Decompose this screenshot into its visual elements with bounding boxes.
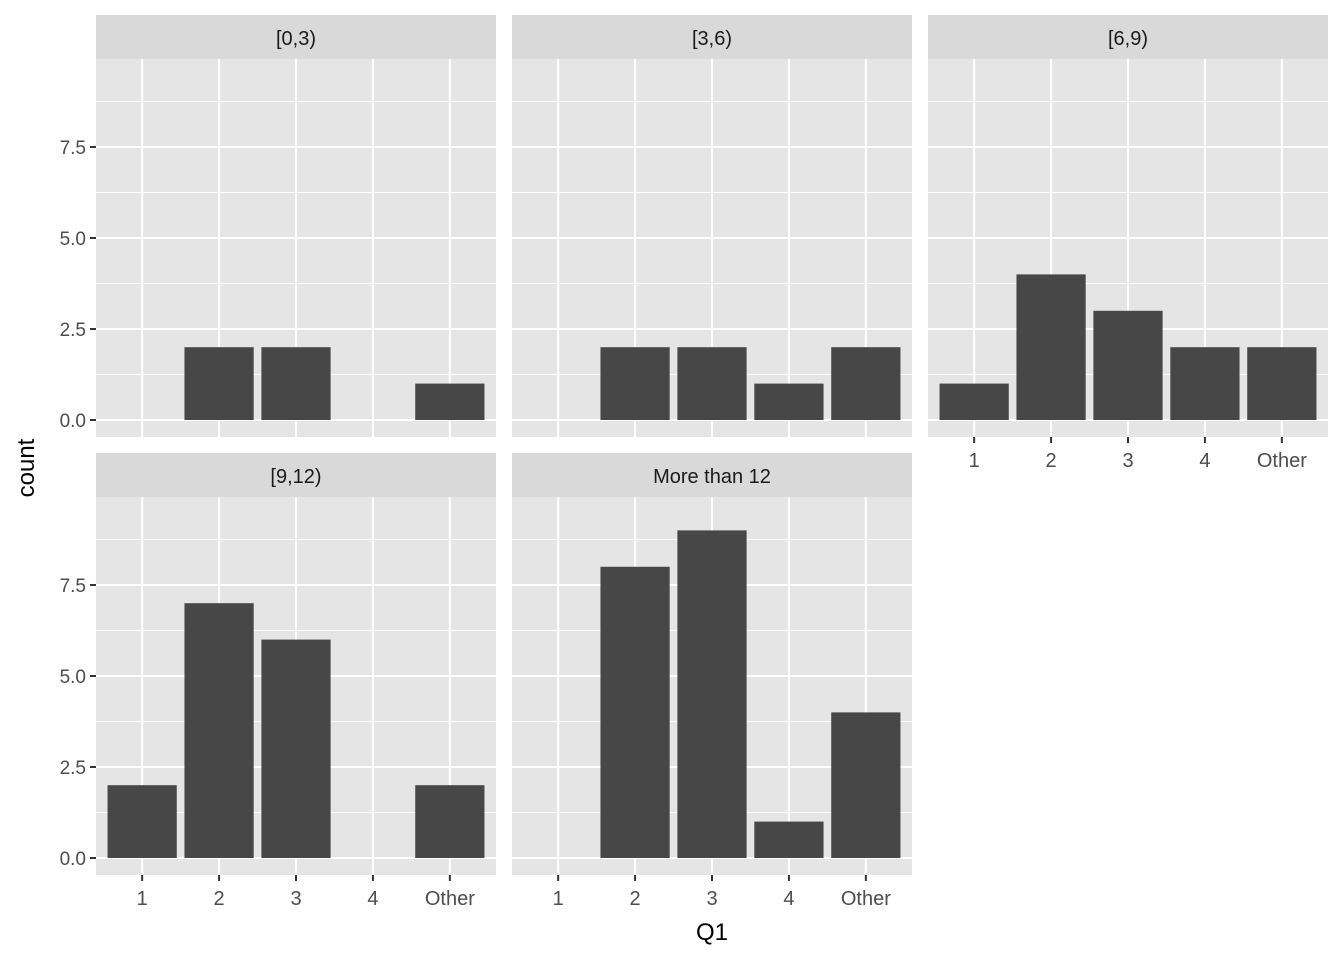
- bar: [939, 383, 1009, 420]
- x-tick-label: Other: [425, 888, 475, 910]
- facet-panel: [9,12) 0.0 2.5 5.0 7.5 1 2 3 4 Other: [60, 453, 496, 910]
- x-tick-label: 3: [290, 888, 301, 910]
- bar: [107, 785, 177, 858]
- bar: [184, 603, 254, 858]
- facet-strip: [928, 15, 1328, 59]
- bar: [600, 347, 670, 420]
- x-tick-label: Other: [841, 888, 891, 910]
- x-tick-label: 1: [969, 450, 980, 472]
- facet-strip-label: [9,12): [270, 466, 321, 488]
- bar: [600, 566, 670, 858]
- y-tick-label: 7.5: [60, 576, 86, 597]
- x-tick-label: 2: [214, 888, 225, 910]
- x-tick-label: 3: [1122, 450, 1133, 472]
- y-tick-label: 0.0: [60, 411, 86, 432]
- x-tick-label: Other: [1257, 450, 1307, 472]
- x-axis-title: Q1: [696, 919, 728, 946]
- facet-panel: [6,9) 1 2 3 4 Other: [928, 15, 1328, 472]
- bar: [677, 347, 747, 420]
- y-tick-label: 0.0: [60, 849, 86, 870]
- y-tick-label: 5.0: [60, 667, 86, 688]
- bar: [261, 347, 331, 420]
- bar: [831, 347, 901, 420]
- y-axis-title: count: [13, 438, 40, 497]
- x-tick-label: 1: [553, 888, 564, 910]
- bar: [831, 712, 901, 858]
- bar: [1247, 347, 1317, 420]
- bar: [415, 383, 485, 420]
- bar: [754, 821, 824, 858]
- x-tick-label: 4: [783, 888, 794, 910]
- bar: [677, 530, 747, 858]
- bar: [261, 639, 331, 858]
- facet-strip-label: [0,3): [276, 28, 316, 50]
- bar: [754, 383, 824, 420]
- facet-strip: [96, 453, 496, 497]
- y-tick-label: 2.5: [60, 758, 86, 779]
- facet-strip-label: [3,6): [692, 28, 732, 50]
- x-tick-label: 4: [1199, 450, 1210, 472]
- facet-panel: [0,3) 0.0 2.5 5.0 7.5: [60, 15, 496, 437]
- facet-panel: [3,6): [512, 15, 912, 437]
- x-tick-label: 1: [137, 888, 148, 910]
- bar: [1016, 274, 1086, 420]
- bar: [184, 347, 254, 420]
- facet-strip-label: [6,9): [1108, 28, 1148, 50]
- facet-strip-label: More than 12: [653, 466, 771, 488]
- x-tick-label: 2: [630, 888, 641, 910]
- x-tick-label: 2: [1046, 450, 1057, 472]
- facet-strip: [96, 15, 496, 59]
- bar: [1170, 347, 1240, 420]
- facet-panel: More than 12 1 2 3 4 Other: [512, 453, 912, 910]
- bar: [415, 785, 485, 858]
- y-tick-label: 2.5: [60, 320, 86, 341]
- x-tick-label: 3: [706, 888, 717, 910]
- facet-strip: [512, 15, 912, 59]
- y-tick-label: 5.0: [60, 229, 86, 250]
- facet-strip: [512, 453, 912, 497]
- x-tick-label: 4: [367, 888, 378, 910]
- bar: [1093, 310, 1163, 420]
- y-tick-label: 7.5: [60, 138, 86, 159]
